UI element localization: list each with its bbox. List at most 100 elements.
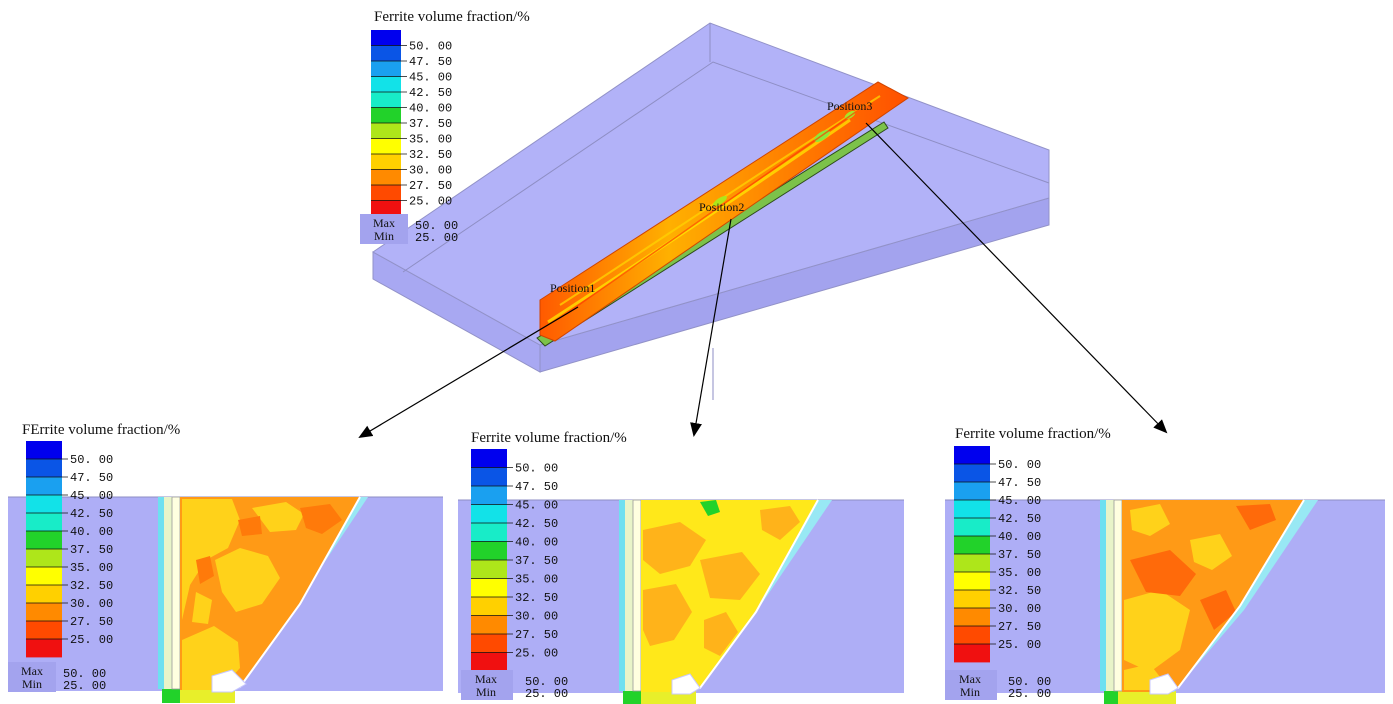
panel1-wall-inner bbox=[171, 496, 181, 690]
legend-pos1-max-value: 50. 00 bbox=[63, 667, 106, 681]
legend-pos3-max-value: 50. 00 bbox=[1008, 675, 1051, 689]
legend-top-band-0 bbox=[371, 30, 401, 46]
cross-section-position3: Ferrite volume fraction/% 50. 00 47. 50 45… bbox=[945, 426, 1385, 704]
legend-pos1: FErrite volume fraction/% 50. 00 47. 50 45… bbox=[8, 422, 180, 693]
position3-label: Position3 bbox=[827, 99, 872, 113]
legend-top-tick-label-7: 32. 50 bbox=[409, 148, 452, 162]
legend-top-tick-label-9: 27. 50 bbox=[409, 179, 452, 193]
legend-pos1-tick-label-8: 30. 00 bbox=[70, 597, 113, 611]
legend-pos1-tick-label-10: 25. 00 bbox=[70, 633, 113, 647]
panel2-green-spot bbox=[700, 500, 720, 516]
legend-pos2-tick-label-2: 45. 00 bbox=[515, 499, 558, 513]
legend-top-tick-label-5: 37. 50 bbox=[409, 117, 452, 131]
legend-top-tick-label-8: 30. 00 bbox=[409, 164, 452, 178]
legend-pos3-band-9 bbox=[954, 608, 990, 627]
plate-3d-view: Position1 Position2 Position3 bbox=[358, 22, 1168, 439]
legend-pos1-band-3 bbox=[26, 495, 62, 514]
weld-bead-highlight-2 bbox=[559, 95, 881, 306]
legend-pos3-band-7 bbox=[954, 572, 990, 591]
legend-pos1-maxmin-box bbox=[8, 662, 56, 692]
panel1-red-3 bbox=[238, 516, 262, 536]
panel2-wall-cyan bbox=[619, 500, 625, 691]
legend-pos1-min-value: 25. 00 bbox=[63, 679, 106, 693]
panel3-yellow-patches bbox=[1124, 504, 1232, 690]
arrow-position2 bbox=[690, 218, 732, 437]
legend-pos1-title: FErrite volume fraction/% bbox=[22, 422, 180, 438]
legend-pos3-tick-label-8: 30. 00 bbox=[998, 602, 1041, 616]
legend-pos1-tick-label-4: 40. 00 bbox=[70, 525, 113, 539]
panel2-wall-pale bbox=[625, 500, 633, 691]
legend-pos3-band-0 bbox=[954, 446, 990, 465]
legend-pos1-max-label: Max bbox=[21, 664, 43, 678]
legend-pos1-band-7 bbox=[26, 567, 62, 586]
panel1-root-green bbox=[162, 689, 180, 703]
legend-pos3-tick-label-2: 45. 00 bbox=[998, 494, 1041, 508]
panel1-root-notch bbox=[211, 669, 247, 693]
legend-pos2-title: Ferrite volume fraction/% bbox=[471, 430, 627, 446]
legend-pos2-band-3 bbox=[471, 504, 507, 524]
legend-top-title: Ferrite volume fraction/% bbox=[374, 9, 530, 25]
legend-top-max-label: Max bbox=[373, 216, 395, 230]
legend-pos2-tick-label-8: 30. 00 bbox=[515, 610, 558, 624]
legend-top-max-value: 50. 00 bbox=[415, 219, 458, 233]
legend-top-band-11 bbox=[371, 200, 401, 217]
legend-pos1-band-4 bbox=[26, 513, 62, 532]
legend-pos1-tick-label-5: 37. 50 bbox=[70, 543, 113, 557]
panel3-root-green bbox=[1104, 691, 1118, 704]
legend-pos2-band-2 bbox=[471, 486, 507, 505]
legend-top-band-6 bbox=[371, 123, 401, 139]
legend-pos1-tick-label-2: 45. 00 bbox=[70, 489, 113, 503]
arrow-position1 bbox=[358, 306, 579, 439]
legend-pos2-band-4 bbox=[471, 523, 507, 542]
legend-top-band-2 bbox=[371, 61, 401, 77]
panel2-orange-patches bbox=[643, 506, 800, 656]
legend-pos1-tick-label-0: 50. 00 bbox=[70, 453, 113, 467]
legend-pos2-band-5 bbox=[471, 541, 507, 561]
legend-pos2: Ferrite volume fraction/% 50. 00 47. 50 45… bbox=[461, 430, 627, 701]
legend-pos2-tick-label-9: 27. 50 bbox=[515, 628, 558, 642]
panel1-red-1 bbox=[300, 504, 342, 534]
panel2-wall-inner bbox=[632, 499, 642, 692]
panel1-wall-cyan bbox=[158, 497, 164, 689]
legend-pos2-tick-label-10: 25. 00 bbox=[515, 647, 558, 661]
legend-pos1-band-8 bbox=[26, 585, 62, 604]
panel2-root-green bbox=[623, 691, 641, 704]
weld-bead-highlight bbox=[547, 118, 851, 324]
arrow-position3 bbox=[865, 122, 1168, 434]
panel1-patch-3 bbox=[252, 502, 304, 532]
legend-pos2-maxmin-box bbox=[461, 670, 513, 700]
panel1-patch-2 bbox=[215, 548, 280, 612]
legend-pos3-maxmin-box bbox=[945, 670, 997, 700]
cross-section-position2: Ferrite volume fraction/% 50. 00 47. 50 45… bbox=[458, 430, 904, 704]
legend-pos2-bar bbox=[471, 449, 507, 672]
legend-pos2-band-10 bbox=[471, 634, 507, 653]
legend-pos3-bar bbox=[954, 446, 990, 663]
legend-pos1-ticks: 50. 00 47. 50 45. 00 42. 50 40. 00 37. 50 35. … bbox=[26, 453, 113, 647]
legend-pos1-tick-label-6: 35. 00 bbox=[70, 561, 113, 575]
panel2-patch-1 bbox=[643, 522, 706, 574]
legend-top-band-3 bbox=[371, 76, 401, 93]
legend-top-maxmin-box bbox=[360, 214, 408, 244]
legend-pos3-tick-label-0: 50. 00 bbox=[998, 458, 1041, 472]
legend-pos3-band-6 bbox=[954, 554, 990, 573]
legend-pos3-tick-label-1: 47. 50 bbox=[998, 476, 1041, 490]
legend-pos3-band-3 bbox=[954, 500, 990, 519]
legend-top-band-10 bbox=[371, 185, 401, 201]
legend-pos2-tick-label-7: 32. 50 bbox=[515, 591, 558, 605]
legend-top-tick-label-3: 42. 50 bbox=[409, 86, 452, 100]
legend-pos2-tick-label-4: 40. 00 bbox=[515, 536, 558, 550]
legend-pos1-band-2 bbox=[26, 477, 62, 496]
legend-pos3-min-label: Min bbox=[960, 685, 980, 699]
legend-pos3-band-10 bbox=[954, 626, 990, 645]
panel1-patch-1 bbox=[182, 499, 240, 620]
panel3-red-2 bbox=[1236, 504, 1276, 530]
legend-pos1-band-10 bbox=[26, 621, 62, 640]
legend-pos3-min-value: 25. 00 bbox=[1008, 687, 1051, 701]
panel3-patch-1 bbox=[1124, 590, 1190, 672]
panel2-patch-3 bbox=[643, 584, 692, 646]
legend-pos3-tick-label-7: 32. 50 bbox=[998, 584, 1041, 598]
panel3-patch-2 bbox=[1130, 504, 1170, 536]
